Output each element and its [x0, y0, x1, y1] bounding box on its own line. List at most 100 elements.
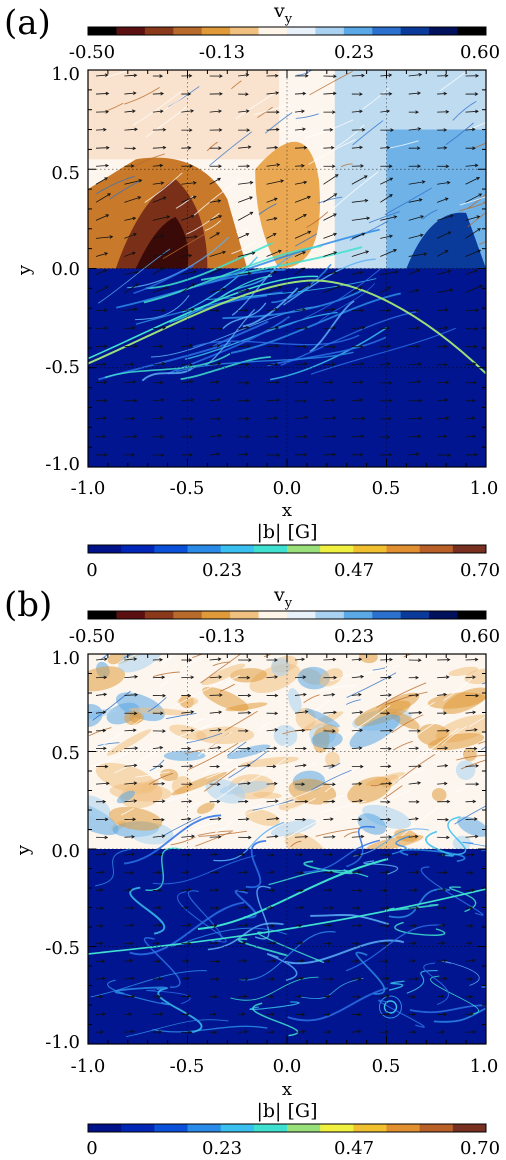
vy-filament [89, 750, 132, 768]
velocity-arrow [181, 253, 193, 258]
velocity-arrow [124, 283, 139, 293]
colorbar-frame [87, 1123, 487, 1133]
velocity-arrow [181, 307, 195, 312]
velocity-arrow [124, 196, 142, 203]
velocity-arrow [95, 91, 110, 96]
velocity-arrow [408, 146, 421, 150]
vy-filament [369, 790, 410, 805]
velocity-arrow [152, 145, 167, 150]
velocity-arrow [238, 658, 252, 662]
velocity-arrow [294, 888, 304, 893]
velocity-arrow [465, 452, 478, 457]
colorbar-vy-label-b: vy [273, 584, 293, 611]
velocity-arrow [437, 817, 449, 822]
vy-filament [317, 196, 343, 204]
velocity-arrow [294, 91, 307, 96]
velocity-arrow [152, 74, 164, 78]
x-tick-b-1: -0.5 [170, 1056, 205, 1077]
vy-filament [162, 232, 207, 260]
velocity-arrow [437, 344, 448, 349]
velocity-arrow [238, 92, 249, 96]
velocity-arrow [152, 326, 167, 330]
velocity-arrow [238, 781, 251, 786]
velocity-arrow [209, 250, 227, 257]
velocity-arrow [323, 959, 331, 963]
vy-filament [298, 762, 317, 772]
cbar-b-tick-a-3: 0.70 [460, 560, 500, 581]
velocity-arrow [351, 344, 364, 349]
velocity-arrow [209, 745, 222, 750]
vy-filament [240, 804, 262, 810]
b-current-sheet [88, 888, 486, 955]
vy-filament [314, 699, 332, 712]
velocity-arrow [209, 74, 223, 78]
vy-patch [128, 707, 193, 716]
b-field-line [129, 886, 165, 935]
velocity-arrow [294, 923, 303, 928]
velocity-arrow [465, 906, 474, 910]
velocity-arrow [266, 91, 280, 95]
velocity-arrow [238, 710, 252, 715]
vy-patch [273, 724, 298, 747]
vy-patch [230, 668, 267, 683]
velocity-arrow [181, 976, 190, 981]
b-field-line [287, 987, 388, 1022]
vy-patch [464, 668, 486, 685]
velocity-arrow [209, 977, 220, 981]
vy-filament [477, 773, 486, 780]
velocity-arrow [124, 179, 143, 185]
velocity-arrow [465, 852, 475, 857]
velocity-arrow [408, 995, 416, 999]
velocity-arrow [95, 145, 110, 150]
velocity-arrow [380, 693, 392, 697]
velocity-arrow [380, 194, 393, 203]
velocity-arrow [95, 1012, 106, 1016]
vy-filament [231, 80, 242, 90]
velocity-arrow [465, 799, 477, 804]
vy-patch [205, 778, 246, 804]
vy-filament [155, 790, 197, 805]
velocity-arrow [95, 870, 105, 875]
velocity-arrow [124, 888, 132, 892]
velocity-arrow [238, 398, 250, 403]
cbar-b-tick-b-3: 0.70 [460, 1138, 500, 1159]
velocity-arrow [437, 958, 447, 963]
velocity-arrow [380, 326, 391, 331]
velocity-arrow [437, 308, 449, 312]
vy-filament [152, 671, 180, 678]
velocity-arrow [152, 941, 160, 946]
colorbar-step [220, 545, 255, 553]
colorbar-b-b: |b| [G] 0 0.23 0.47 0.70 [86, 1100, 500, 1159]
velocity-arrow [323, 1012, 331, 1017]
colorbar-step [201, 611, 231, 619]
velocity-arrow [351, 286, 363, 293]
velocity-arrow [124, 380, 137, 384]
velocity-arrow [465, 193, 483, 203]
vy-filament [248, 751, 294, 783]
b-field-line [123, 814, 222, 865]
velocity-arrow [465, 176, 480, 185]
cbar-vy-tick-a-1: -0.13 [199, 42, 245, 63]
velocity-arrow [95, 924, 104, 928]
velocity-arrow [380, 800, 391, 804]
velocity-arrow [152, 729, 166, 733]
velocity-arrow [266, 110, 280, 114]
velocity-arrow [152, 834, 166, 838]
velocity-arrow [408, 434, 422, 439]
velocity-arrow [437, 763, 449, 768]
vy-filament [283, 815, 330, 841]
velocity-arrow [181, 270, 197, 275]
b-field-line [170, 275, 273, 323]
colorbar-step [419, 545, 454, 553]
colorbar-step [88, 611, 117, 619]
velocity-arrow [95, 326, 109, 330]
colorbar-step [429, 27, 459, 35]
b-field-line [242, 287, 299, 328]
velocity-arrow [266, 746, 278, 751]
vy-patch [270, 657, 290, 677]
velocity-arrow [437, 91, 448, 96]
b-field-line [268, 869, 369, 886]
velocity-arrow [238, 835, 252, 840]
velocity-arrow [95, 416, 107, 420]
vy-patch [288, 688, 302, 713]
